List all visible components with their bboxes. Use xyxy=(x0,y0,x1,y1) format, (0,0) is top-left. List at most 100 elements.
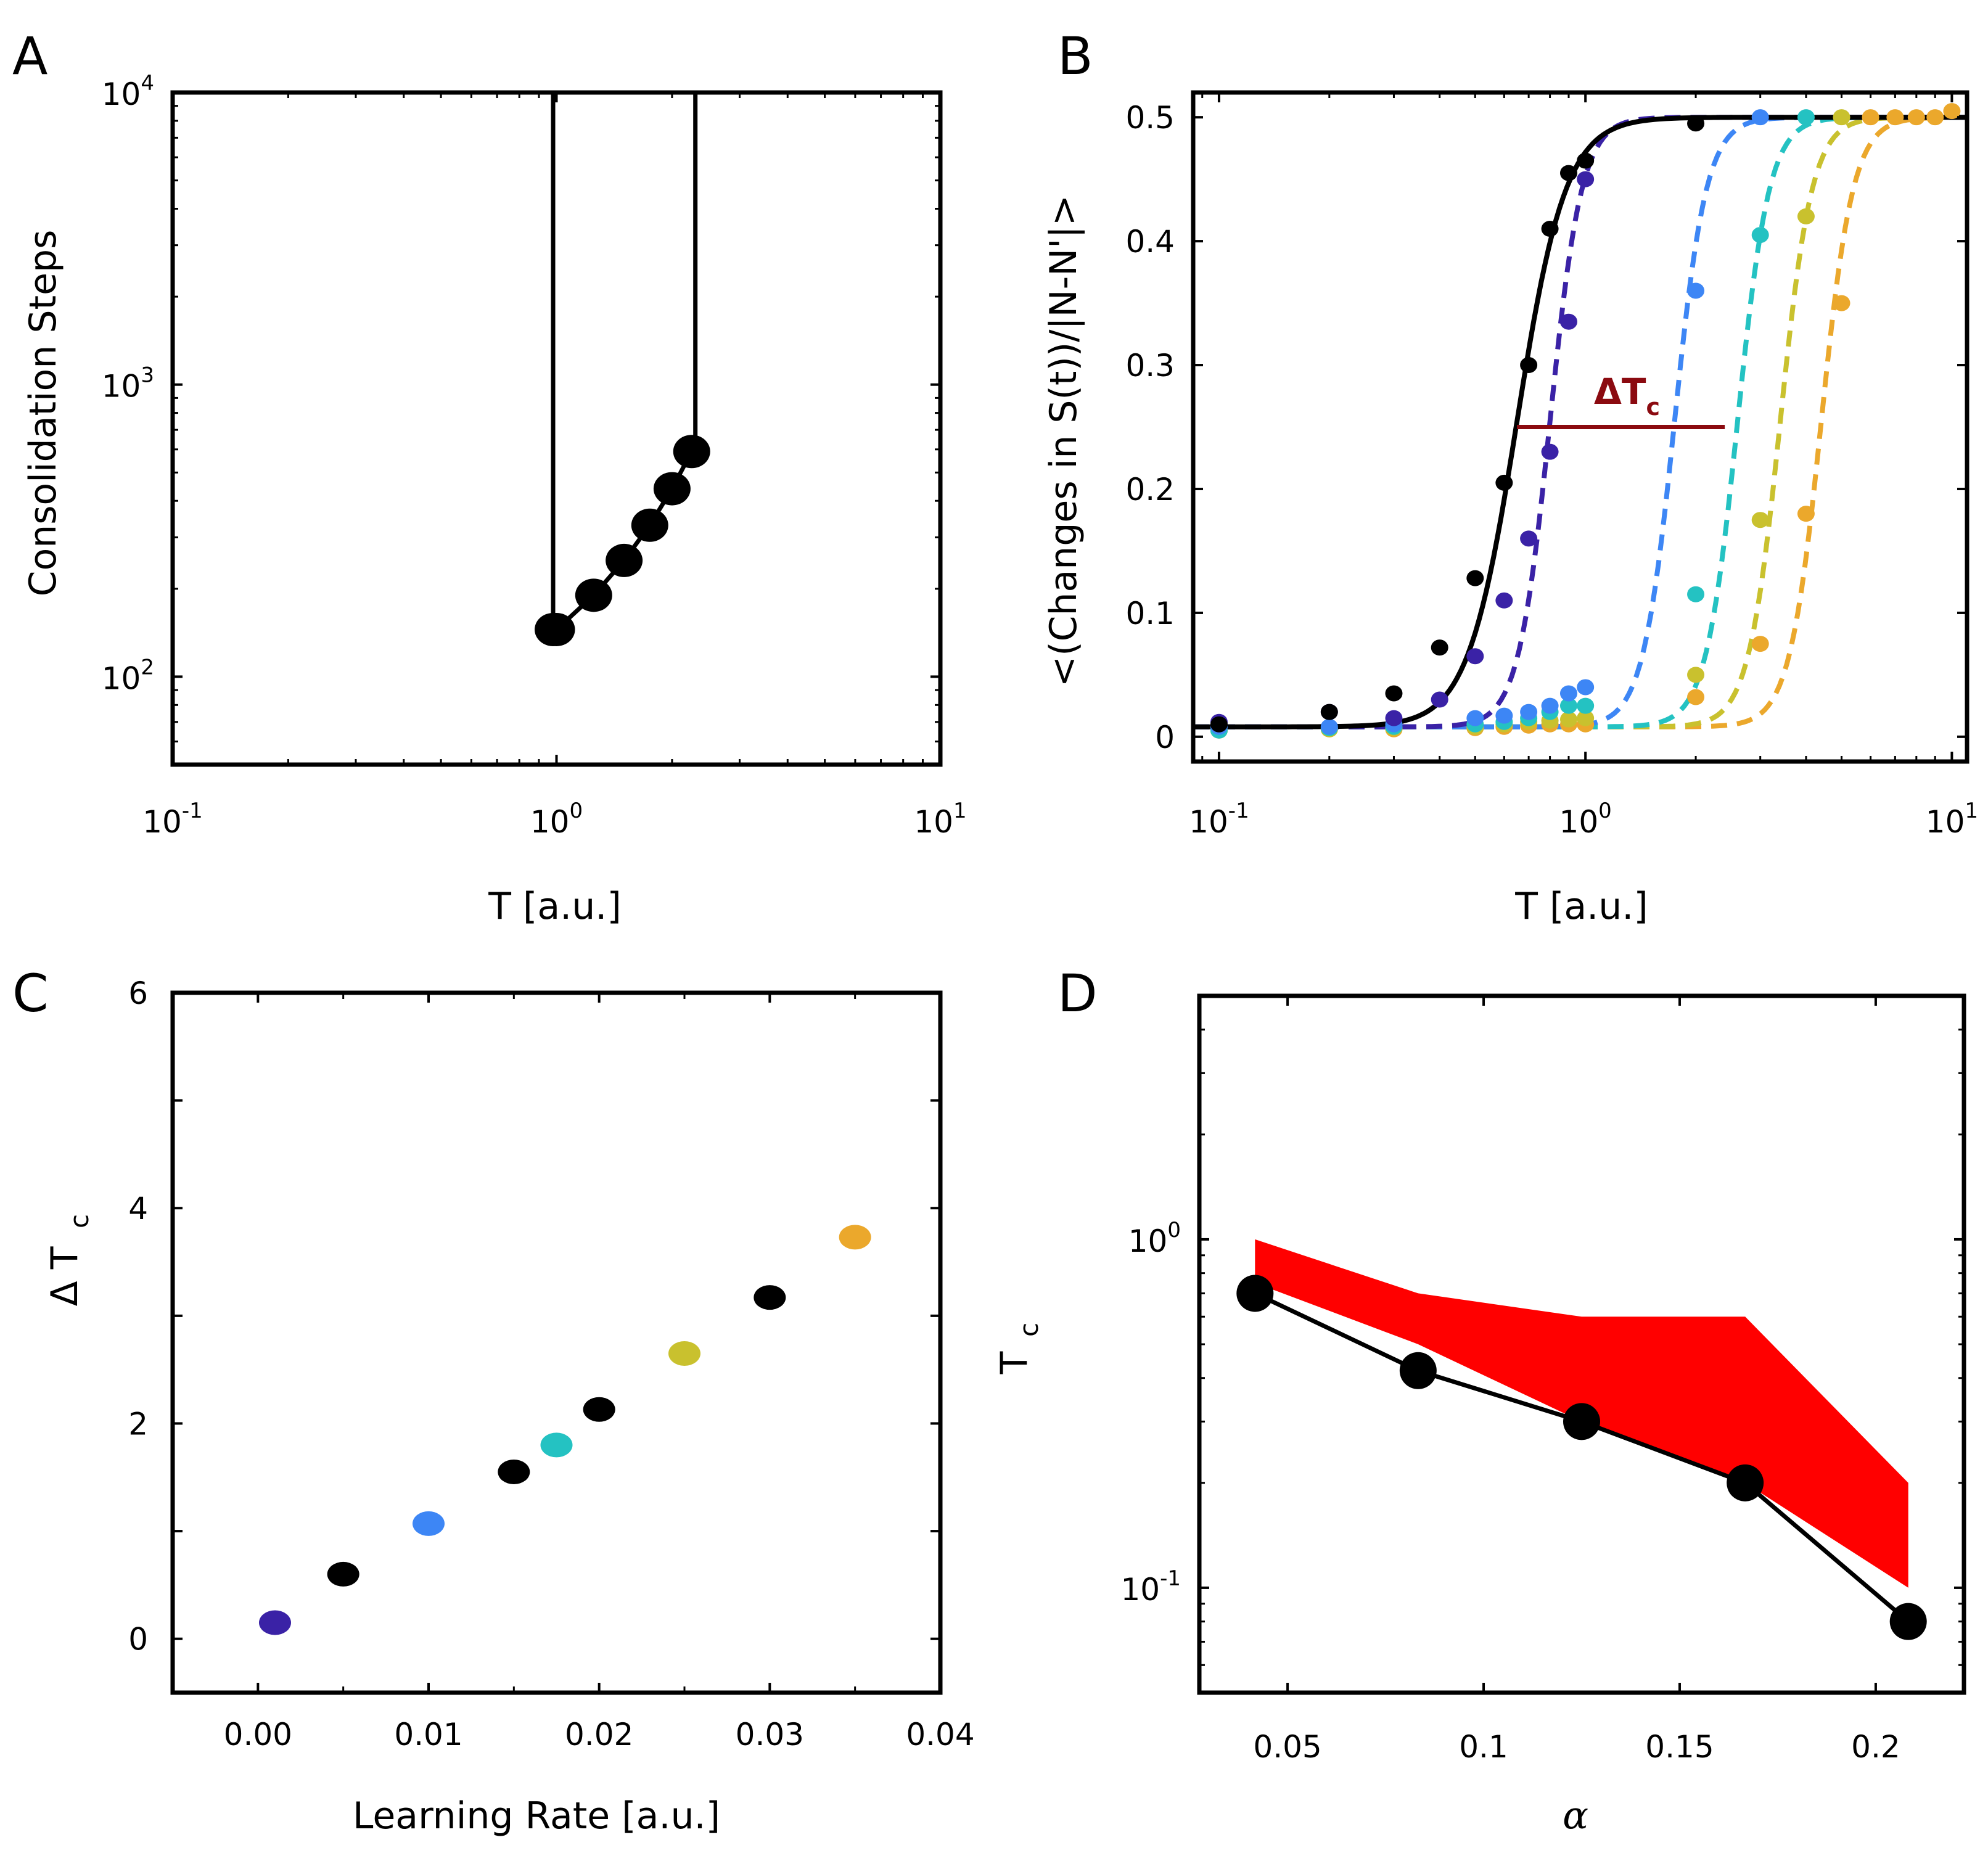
panel-d-xtick-label: 0.15 xyxy=(1645,1729,1714,1765)
panel-b-point-purple xyxy=(1385,710,1403,726)
panel-a-ytick-label: 103 xyxy=(102,363,154,405)
panel-d: D 0.05 0.1 0.15 0.2 10-1 100 α T c xyxy=(993,963,1966,1838)
panel-a-xtick-label: 101 xyxy=(914,799,966,840)
panel-b-point-purple xyxy=(1520,530,1538,547)
panel-c-xtick-label: 0.01 xyxy=(394,1717,462,1752)
panel-d-ylabel-subscript: c xyxy=(1014,1323,1044,1337)
panel-b-ytick-label: 0.4 xyxy=(1125,224,1175,260)
panel-a-data-point xyxy=(653,472,691,506)
panel-d-xlabel: α xyxy=(1563,1793,1588,1838)
panel-b-ytick-label: 0 xyxy=(1155,720,1175,755)
panel-b-plot-area: ΔTc xyxy=(1191,90,1970,764)
panel-b-xtick-label: 100 xyxy=(1559,799,1612,840)
panel-c-data-point xyxy=(839,1225,871,1250)
panel-c-data-point xyxy=(540,1432,573,1458)
panel-b-point-purple xyxy=(1541,443,1559,460)
panel-c-ylabel-group: Δ T c xyxy=(43,1214,94,1306)
panel-c-ytick-label: 4 xyxy=(128,1191,148,1226)
panel-a-ytick-label: 104 xyxy=(102,71,154,112)
panel-a-frame xyxy=(170,90,943,767)
panel-b-point-orange xyxy=(1833,295,1850,311)
panel-c-data-point xyxy=(668,1341,700,1366)
panel-a-xtick-label: 100 xyxy=(530,799,583,840)
panel-c-xtick-label: 0.02 xyxy=(565,1717,633,1752)
panel-b-point-orange xyxy=(1907,109,1925,126)
panel-c-frame xyxy=(170,990,943,1695)
panel-b-point-blue xyxy=(1687,282,1705,299)
panel-c-data-point xyxy=(413,1511,445,1536)
panel-c-data-point xyxy=(327,1561,359,1587)
panel-b-point-black xyxy=(1320,704,1338,720)
panel-c-ylabel: Δ T xyxy=(43,1246,86,1306)
panel-b-point-black xyxy=(1520,357,1538,374)
panel-a-letter: A xyxy=(12,26,47,86)
panel-b-point-cyan xyxy=(1751,227,1769,244)
panel-b-point-blue xyxy=(1541,697,1559,714)
panel-d-data-point xyxy=(1399,1352,1437,1389)
panel-a-data-point xyxy=(575,578,612,612)
panel-b-point-black xyxy=(1431,639,1448,656)
panel-b-point-blue xyxy=(1520,704,1538,720)
panel-b-fit-olive xyxy=(1193,115,1966,729)
panel-b-point-olive xyxy=(1833,109,1850,126)
panel-d-xtick-label: 0.1 xyxy=(1459,1729,1508,1765)
panel-a-xtick-label: 10-1 xyxy=(142,799,203,840)
panel-a-ytick-label: 102 xyxy=(102,655,154,696)
panel-b-xlabel: T [a.u.] xyxy=(1514,885,1648,928)
panel-d-ytick-label: 100 xyxy=(1128,1218,1181,1259)
panel-b-point-blue xyxy=(1466,710,1484,726)
panel-c-tick-labels: 0.00 0.01 0.02 0.03 0.04 0 2 4 6 xyxy=(128,976,974,1752)
panel-a-tick-labels: 10-1 100 101 102 103 104 xyxy=(102,71,967,840)
panel-b-letter: B xyxy=(1058,26,1093,86)
panel-d-data-point xyxy=(1727,1464,1764,1501)
panel-b-point-cyan xyxy=(1687,586,1705,602)
panel-c-xtick-label: 0.00 xyxy=(224,1717,292,1752)
panel-b-point-orange xyxy=(1886,109,1904,126)
panel-b-ytick-label: 0.2 xyxy=(1125,472,1175,507)
panel-b-point-blue xyxy=(1751,109,1769,126)
panel-d-tick-labels: 0.05 0.1 0.15 0.2 10-1 100 xyxy=(1120,1218,1900,1765)
panel-b-delta-tc-label: ΔTc xyxy=(1594,371,1660,421)
panel-c-data-point xyxy=(498,1460,530,1485)
panel-b-point-orange xyxy=(1926,109,1944,126)
panel-b-ytick-label: 0.5 xyxy=(1125,100,1175,136)
panel-c-ytick-label: 6 xyxy=(128,976,148,1011)
panel-d-data-point xyxy=(1236,1275,1274,1312)
panel-b-fit-orange xyxy=(1193,115,1966,729)
panel-b-point-blue xyxy=(1495,707,1513,724)
panel-a-plot-area xyxy=(170,90,943,767)
panel-c-letter: C xyxy=(12,963,49,1024)
panel-b-point-purple xyxy=(1431,691,1448,708)
panel-b-point-black xyxy=(1466,570,1484,586)
panel-b-point-black xyxy=(1559,165,1577,181)
panel-b-point-orange xyxy=(1862,109,1879,126)
panel-b-point-black xyxy=(1210,716,1228,733)
panel-b-point-blue xyxy=(1320,718,1338,735)
panel-a-data-point xyxy=(673,435,710,469)
panel-b-point-olive xyxy=(1687,667,1705,683)
panel-b-point-blue xyxy=(1577,679,1595,696)
panel-b-point-orange xyxy=(1687,689,1705,705)
panel-a-data-point xyxy=(631,508,668,542)
panel-b: B ΔTc 10-1 100 101 0 0.1 0.2 0.3 0.4 0.5 T [a.u.… xyxy=(1042,26,1978,928)
panel-d-data-point xyxy=(1889,1603,1927,1640)
panel-b-ylabel: <(Changes in S(t))/|N-N'|> xyxy=(1042,195,1085,687)
panel-b-point-black xyxy=(1541,221,1559,237)
panel-b-point-black xyxy=(1385,685,1403,702)
panel-c-data-point xyxy=(259,1610,291,1635)
panel-d-ylabel: T xyxy=(993,1351,1036,1374)
panel-b-point-black xyxy=(1495,474,1513,491)
panel-a-ylabel: Consolidation Steps xyxy=(22,230,65,597)
panel-c-xtick-label: 0.04 xyxy=(906,1717,974,1752)
panel-b-point-black xyxy=(1577,152,1595,169)
panel-a-data-point xyxy=(606,543,643,577)
panel-b-point-cyan xyxy=(1797,109,1815,126)
panel-c: C 0.00 0.01 0.02 0.03 0.04 0 2 4 6 Learning Rate… xyxy=(12,963,975,1838)
panel-b-point-orange xyxy=(1751,636,1769,652)
panel-b-ytick-label: 0.3 xyxy=(1125,348,1175,384)
panel-b-point-olive xyxy=(1797,208,1815,224)
panel-d-ylabel-group: T c xyxy=(993,1323,1044,1374)
panel-c-data-point xyxy=(754,1285,786,1310)
panel-a-xlabel: T [a.u.] xyxy=(488,885,621,928)
panel-b-ytick-label: 0.1 xyxy=(1125,596,1175,631)
